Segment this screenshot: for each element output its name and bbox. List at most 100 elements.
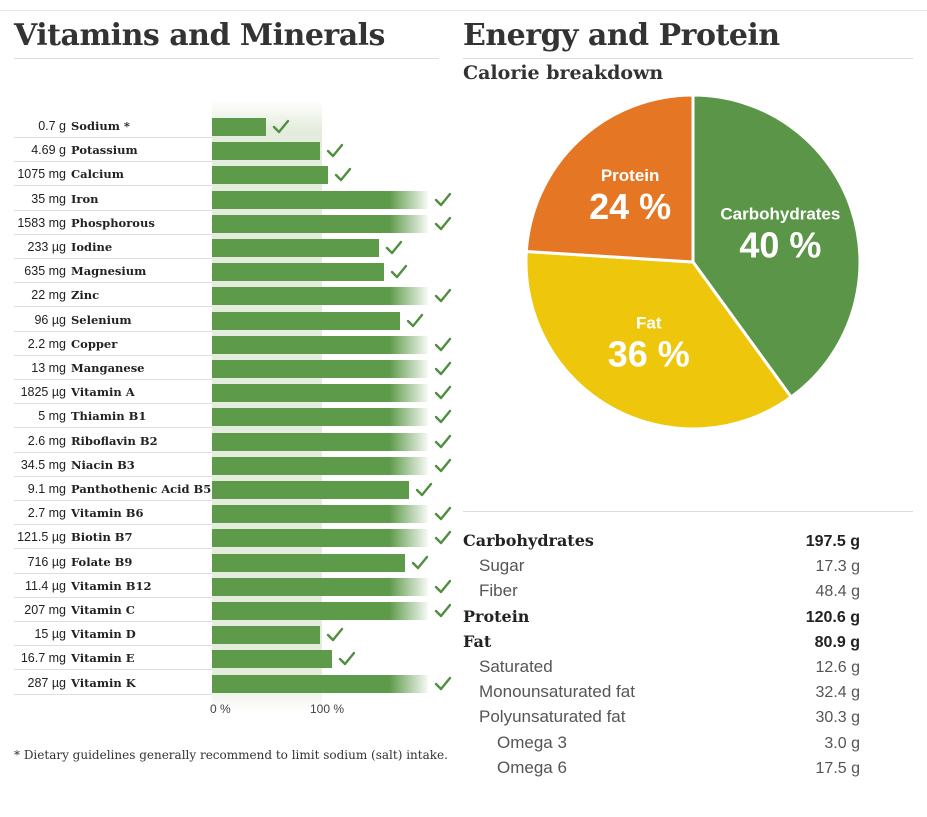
nutrient-bar: [212, 553, 406, 572]
row-divider: [14, 669, 212, 671]
nutrient-name: Vitamin K: [71, 675, 136, 690]
nutrient-name: Calcium: [71, 167, 124, 182]
nutrient-amount: 13 mg: [31, 361, 66, 375]
nutrient-bar: [212, 335, 428, 354]
pie-percent: 24 %: [589, 186, 671, 227]
check-icon: [326, 627, 344, 642]
pie-label: Protein: [601, 166, 660, 185]
nutrition-value: 80.9 g: [814, 633, 860, 651]
nutrient-row: 121.5 µg Biotin B7: [14, 525, 454, 550]
nutrient-amount: 1583 mg: [17, 215, 66, 230]
nutrition-label: Carbohydrates: [463, 531, 594, 550]
top-divider: [0, 10, 927, 11]
row-divider: [14, 233, 212, 235]
nutrient-amount: 34.5 mg: [20, 457, 66, 472]
nutrition-value: 197.5 g: [805, 533, 860, 550]
check-icon: [334, 168, 351, 182]
row-divider: [14, 354, 212, 356]
nutrient-row: 1583 mg Phosphorous: [14, 211, 454, 235]
nutrition-row: Fiber 48.4 g: [463, 581, 860, 606]
pie-slice-protein: [524, 94, 695, 264]
check-icon: [434, 603, 452, 618]
vitamins-title-rule: [14, 58, 439, 59]
nutrition-value: 120.6 g: [805, 608, 860, 626]
nutrient-amount: 2.6 mg: [27, 433, 66, 448]
nutrition-row: Saturated 12.6 g: [463, 657, 860, 682]
pie-slice-fat: [524, 249, 794, 431]
nutrient-name: Vitamin E: [71, 651, 135, 666]
nutrient-amount: 0.7 g: [38, 119, 66, 133]
nutrient-row: 22 mg Zinc: [14, 283, 454, 308]
row-divider: [14, 524, 212, 526]
nutrient-bar: [212, 602, 428, 620]
nutrient-bar: [212, 263, 384, 282]
nutrient-bar: [212, 166, 328, 185]
nutrition-value: 17.5 g: [815, 759, 860, 777]
nutrition-value: 12.6 g: [815, 659, 860, 676]
nutrient-row: 5 mg Thiamin B1: [14, 404, 454, 429]
nutrient-amount: 35 mg: [31, 191, 66, 206]
nutrient-amount: 1825 µg: [20, 385, 66, 400]
nutrition-label: Polyunsaturated fat: [479, 707, 626, 727]
nutrient-amount: 11.4 µg: [24, 578, 66, 593]
row-divider: [14, 475, 212, 477]
nutrient-bar: [212, 529, 428, 548]
nutrient-name: Vitamin B12: [71, 578, 152, 593]
pie-percent: 40 %: [739, 225, 821, 266]
nutrient-amount: 16.7 mg: [20, 651, 66, 666]
nutrient-bar: [212, 384, 428, 403]
nutrient-row: 2.7 mg Vitamin B6: [14, 501, 454, 526]
nutrition-value: 48.4 g: [815, 583, 860, 601]
pie-label: Carbohydrates: [720, 205, 840, 224]
pie-slice-carbohydrates: [691, 94, 862, 400]
row-divider: [14, 548, 212, 550]
nutrient-bar: [212, 142, 320, 161]
check-icon: [415, 482, 432, 497]
nutrient-bar: [212, 505, 428, 524]
check-icon: [434, 434, 452, 448]
nutrition-row: Polyunsaturated fat 30.3 g: [463, 707, 860, 732]
nutrient-row: 35 mg Iron: [14, 187, 454, 211]
row-divider: [14, 209, 212, 211]
nutrient-bar: [212, 674, 428, 693]
nutrient-amount: 2.2 mg: [27, 336, 66, 351]
row-divider: [14, 596, 212, 598]
nutrient-amount: 1075 mg: [17, 167, 66, 182]
nutrient-name: Folate B9: [71, 554, 133, 569]
nutrition-row: Omega 3 3.0 g: [463, 733, 860, 758]
nutrient-row: 233 µg Iodine: [14, 235, 454, 259]
nutrient-name: Riboflavin B2: [71, 433, 158, 448]
nutrition-row: Sugar 17.3 g: [463, 556, 860, 581]
nutrient-name: Vitamin B6: [71, 506, 144, 521]
nutrient-amount: 4.69 g: [31, 143, 66, 158]
check-icon: [434, 385, 452, 400]
nutrient-name: Copper: [71, 336, 118, 351]
check-icon: [338, 652, 356, 666]
check-icon: [434, 337, 452, 351]
row-divider: [14, 427, 212, 429]
row-divider: [14, 403, 212, 405]
nutrient-amount: 2.7 mg: [27, 506, 66, 521]
check-icon: [434, 458, 452, 472]
nutrient-row: 716 µg Folate B9: [14, 550, 454, 574]
row-divider: [14, 185, 212, 187]
row-divider: [14, 500, 212, 501]
nutrient-amount: 716 µg: [27, 554, 66, 569]
nutrient-bar: [212, 408, 428, 427]
nutrient-name: Phosphorous: [71, 215, 155, 230]
nutrient-bar: [212, 214, 428, 233]
nutrient-row: 2.2 mg Copper: [14, 332, 454, 356]
sodium-footnote: * Dietary guidelines generally recommend…: [14, 748, 448, 762]
row-divider: [14, 282, 212, 284]
check-icon: [406, 313, 424, 327]
nutrient-amount: 121.5 µg: [17, 530, 66, 545]
check-icon: [326, 143, 344, 158]
nutrition-label: Monounsaturated fat: [479, 682, 635, 702]
row-divider: [14, 137, 212, 138]
nutrition-label: Fiber: [479, 581, 518, 601]
nutrition-row: Protein 120.6 g: [463, 607, 860, 632]
row-divider: [14, 451, 212, 453]
nutrient-amount: 96 µg: [34, 312, 66, 327]
nutrient-name: Selenium: [71, 312, 132, 327]
